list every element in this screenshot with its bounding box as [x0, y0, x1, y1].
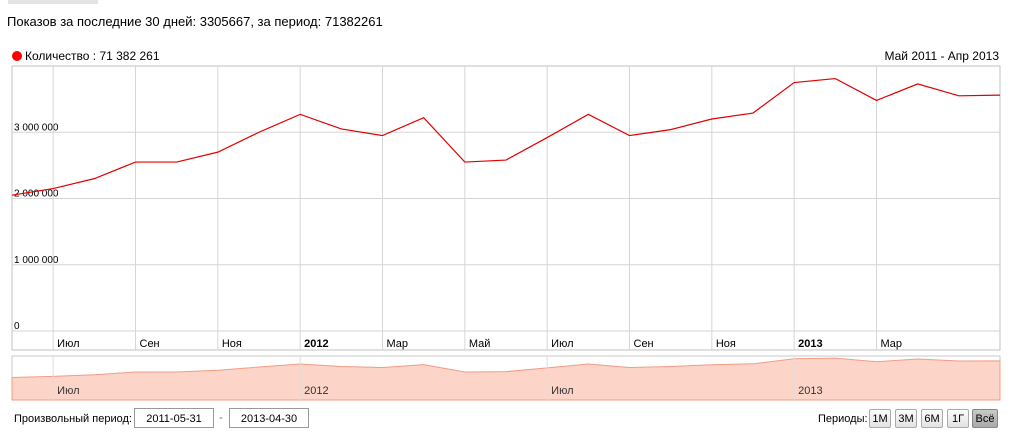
navigator-area-series [11, 357, 1001, 401]
plot-frame [11, 65, 1001, 351]
periods-label: Периоды: [818, 413, 868, 425]
y-tick-label: 2 000 000 [14, 189, 59, 200]
navigator-tick-label: 2012 [304, 385, 328, 397]
x-tick-label: Ноя [716, 338, 736, 350]
x-tick-label: Мар [387, 338, 409, 350]
range-label: Май 2011 - Апр 2013 [884, 49, 999, 63]
x-tick-label: Май [469, 338, 491, 350]
period-button-all[interactable]: Всё [972, 409, 998, 428]
navigator-area: Июл 2012 Июл 2013 [11, 355, 1001, 401]
series-line [11, 77, 1001, 196]
period-button-6m[interactable]: 6М [921, 409, 943, 428]
period-controls: Произвольный период: 2011-05-31 - 2013-0… [0, 408, 1013, 434]
navigator-tick-label: Июл [551, 385, 573, 397]
x-tick-label: Сен [634, 338, 654, 350]
x-tick-label: Ноя [222, 338, 242, 350]
legend[interactable]: Количество : 71 382 261 [12, 49, 160, 63]
stats-summary: Показов за последние 30 дней: 3305667, з… [7, 14, 383, 29]
y-tick-label: 0 [14, 321, 20, 332]
legend-marker-icon [12, 51, 22, 61]
line-chart[interactable]: 0 1 000 000 2 000 000 3 000 000 Июл Сен Ноя 201… [0, 0, 1013, 408]
custom-period-label: Произвольный период: [14, 413, 132, 425]
navigator-tick-label: 2013 [798, 385, 822, 397]
top-tab-strip [8, 0, 98, 4]
x-tick-label: Июл [57, 338, 79, 350]
main-plot-area: 0 1 000 000 2 000 000 3 000 000 Июл Сен Ноя 201… [11, 65, 1001, 351]
x-tick-label: Сен [140, 338, 160, 350]
period-button-1m[interactable]: 1М [869, 409, 891, 428]
x-tick-label: Мар [881, 338, 903, 350]
date-separator: - [219, 412, 223, 424]
y-tick-label: 1 000 000 [14, 255, 59, 266]
legend-label: Количество : 71 382 261 [25, 49, 160, 63]
y-tick-label: 3 000 000 [14, 122, 59, 133]
navigator-tick-label: Июл [57, 385, 79, 397]
x-tick-label: 2013 [798, 338, 822, 350]
date-to-input[interactable]: 2013-04-30 [229, 408, 309, 428]
date-from-input[interactable]: 2011-05-31 [134, 408, 214, 428]
x-tick-label: 2012 [304, 338, 328, 350]
period-button-3m[interactable]: 3М [895, 409, 917, 428]
period-button-1y[interactable]: 1Г [947, 409, 969, 428]
x-tick-label: Июл [551, 338, 573, 350]
